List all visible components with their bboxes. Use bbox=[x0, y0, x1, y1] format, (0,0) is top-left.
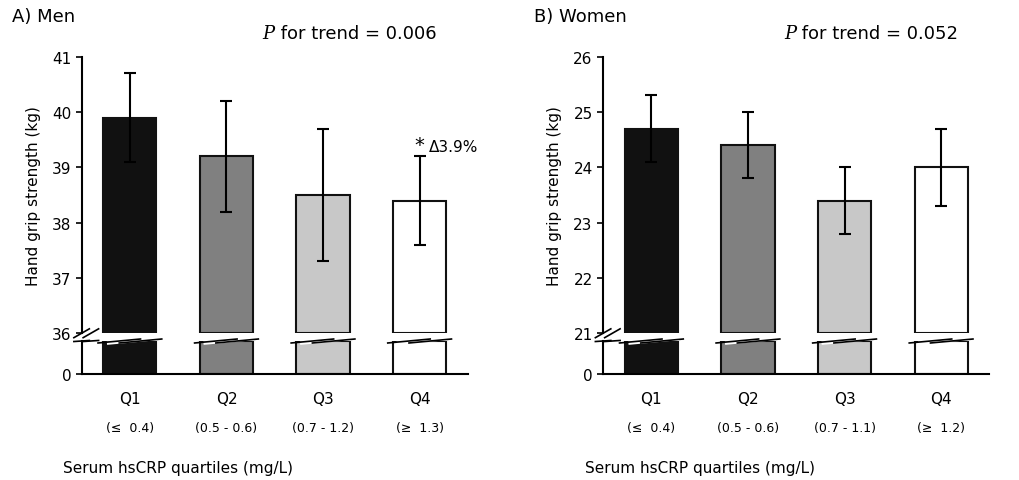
Text: P: P bbox=[784, 24, 796, 42]
Bar bbox=[720, 146, 773, 334]
Text: for trend = 0.006: for trend = 0.006 bbox=[274, 24, 436, 42]
Text: for trend = 0.052: for trend = 0.052 bbox=[796, 24, 957, 42]
Text: Q2: Q2 bbox=[215, 391, 237, 406]
Text: Q1: Q1 bbox=[119, 391, 141, 406]
Y-axis label: Hand grip strength (kg): Hand grip strength (kg) bbox=[25, 106, 41, 285]
Text: *: * bbox=[415, 135, 424, 154]
Text: (0.7 - 1.2): (0.7 - 1.2) bbox=[291, 421, 354, 434]
Bar bbox=[817, 201, 870, 334]
Text: (≤  0.4): (≤ 0.4) bbox=[627, 421, 675, 434]
Text: (0.5 - 0.6): (0.5 - 0.6) bbox=[196, 421, 257, 434]
Text: Q4: Q4 bbox=[409, 391, 430, 406]
Bar bbox=[625, 129, 678, 334]
Text: P: P bbox=[262, 24, 274, 42]
Text: (0.5 - 0.6): (0.5 - 0.6) bbox=[716, 421, 779, 434]
Text: Q3: Q3 bbox=[833, 391, 855, 406]
Text: (≤  0.4): (≤ 0.4) bbox=[106, 421, 154, 434]
Bar bbox=[720, 341, 773, 374]
Text: (≥  1.2): (≥ 1.2) bbox=[916, 421, 964, 434]
Bar bbox=[914, 168, 967, 334]
Bar bbox=[103, 341, 156, 374]
Bar bbox=[625, 341, 678, 374]
Text: Q2: Q2 bbox=[737, 391, 758, 406]
Text: Q3: Q3 bbox=[312, 391, 333, 406]
Text: (0.7 - 1.1): (0.7 - 1.1) bbox=[813, 421, 874, 434]
Bar bbox=[297, 341, 350, 374]
Bar bbox=[103, 118, 156, 334]
Bar bbox=[914, 341, 967, 374]
Bar bbox=[392, 341, 445, 374]
Text: Δ3.9%: Δ3.9% bbox=[428, 139, 478, 154]
Text: A) Men: A) Men bbox=[12, 8, 75, 26]
Text: Q1: Q1 bbox=[640, 391, 661, 406]
Bar bbox=[392, 201, 445, 334]
Bar bbox=[817, 341, 870, 374]
Text: Serum hsCRP quartiles (mg/L): Serum hsCRP quartiles (mg/L) bbox=[63, 460, 292, 476]
Bar bbox=[200, 341, 253, 374]
Text: (≥  1.3): (≥ 1.3) bbox=[395, 421, 443, 434]
Y-axis label: Hand grip strength (kg): Hand grip strength (kg) bbox=[546, 106, 561, 285]
Text: Serum hsCRP quartiles (mg/L): Serum hsCRP quartiles (mg/L) bbox=[584, 460, 814, 476]
Text: Q4: Q4 bbox=[929, 391, 951, 406]
Bar bbox=[200, 157, 253, 334]
Text: B) Women: B) Women bbox=[533, 8, 626, 26]
Bar bbox=[297, 195, 350, 334]
